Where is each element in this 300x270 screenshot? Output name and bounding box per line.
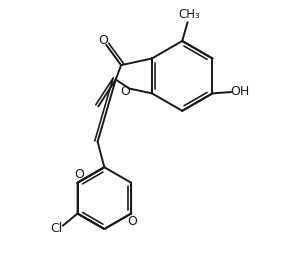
Text: O: O (120, 85, 130, 98)
Text: O: O (99, 35, 109, 48)
Text: OH: OH (230, 85, 250, 98)
Text: O: O (128, 215, 137, 228)
Text: O: O (74, 168, 84, 181)
Text: Cl: Cl (50, 222, 62, 235)
Text: CH₃: CH₃ (178, 8, 200, 21)
